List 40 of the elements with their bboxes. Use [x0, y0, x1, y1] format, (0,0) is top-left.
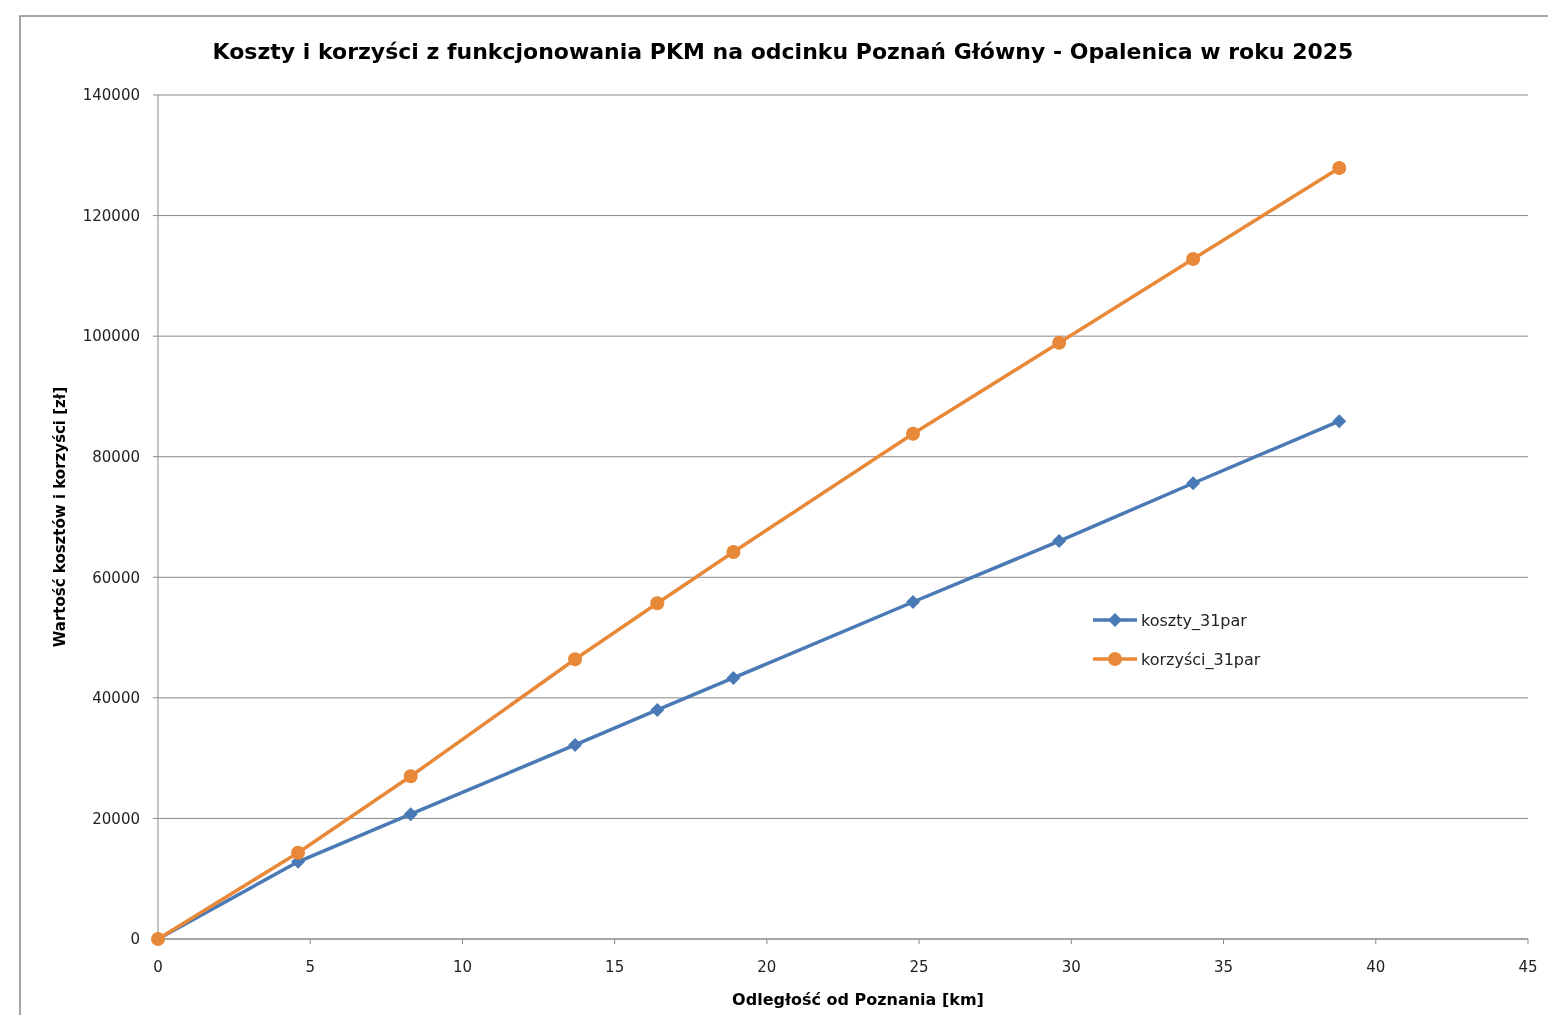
point	[1052, 335, 1067, 350]
chart-title: Koszty i korzyści z funkcjonowania PKM na odcinku Poznań Główny - Opalenica w roku 2025	[212, 39, 1354, 64]
point	[291, 845, 306, 860]
y-tick-label: 40000	[92, 689, 140, 708]
point	[1332, 160, 1347, 175]
point	[906, 426, 921, 441]
y-tick-label: 140000	[82, 86, 140, 105]
y-tick-label: 80000	[92, 447, 140, 466]
point	[650, 702, 665, 717]
x-tick-label: 35	[1214, 958, 1234, 976]
point	[726, 670, 741, 685]
point	[1052, 534, 1067, 549]
point	[650, 596, 665, 611]
x-tick-label: 0	[153, 958, 163, 976]
point	[403, 807, 418, 822]
point	[568, 652, 583, 667]
point	[403, 769, 418, 784]
point	[1186, 251, 1201, 266]
x-tick-label: 5	[305, 958, 315, 976]
y-tick-label: 60000	[92, 568, 140, 587]
x-axis-title: Odległość od Poznania [km]	[732, 990, 984, 1009]
legend-label: korzyści_31par	[1141, 649, 1261, 670]
point	[726, 544, 741, 559]
x-tick-label: 10	[452, 958, 472, 976]
point	[906, 595, 921, 609]
x-tick-label: 25	[909, 958, 929, 976]
point	[1332, 414, 1347, 429]
x-tick-label: 40	[1366, 958, 1386, 976]
point	[568, 737, 583, 752]
y-tick-label: 120000	[82, 206, 140, 225]
point	[1186, 476, 1201, 491]
y-tick-label: 100000	[82, 327, 140, 346]
x-tick-label: 45	[1518, 958, 1538, 976]
y-tick-label: 0	[130, 930, 140, 949]
x-tick-label: 20	[757, 958, 777, 976]
y-tick-label: 20000	[92, 809, 140, 828]
x-tick-label: 15	[605, 958, 625, 976]
legend-label: koszty_31par	[1141, 610, 1248, 631]
y-axis-title: Wartość kosztów i korzyści [zł]	[51, 386, 69, 648]
x-tick-label: 30	[1061, 958, 1081, 976]
